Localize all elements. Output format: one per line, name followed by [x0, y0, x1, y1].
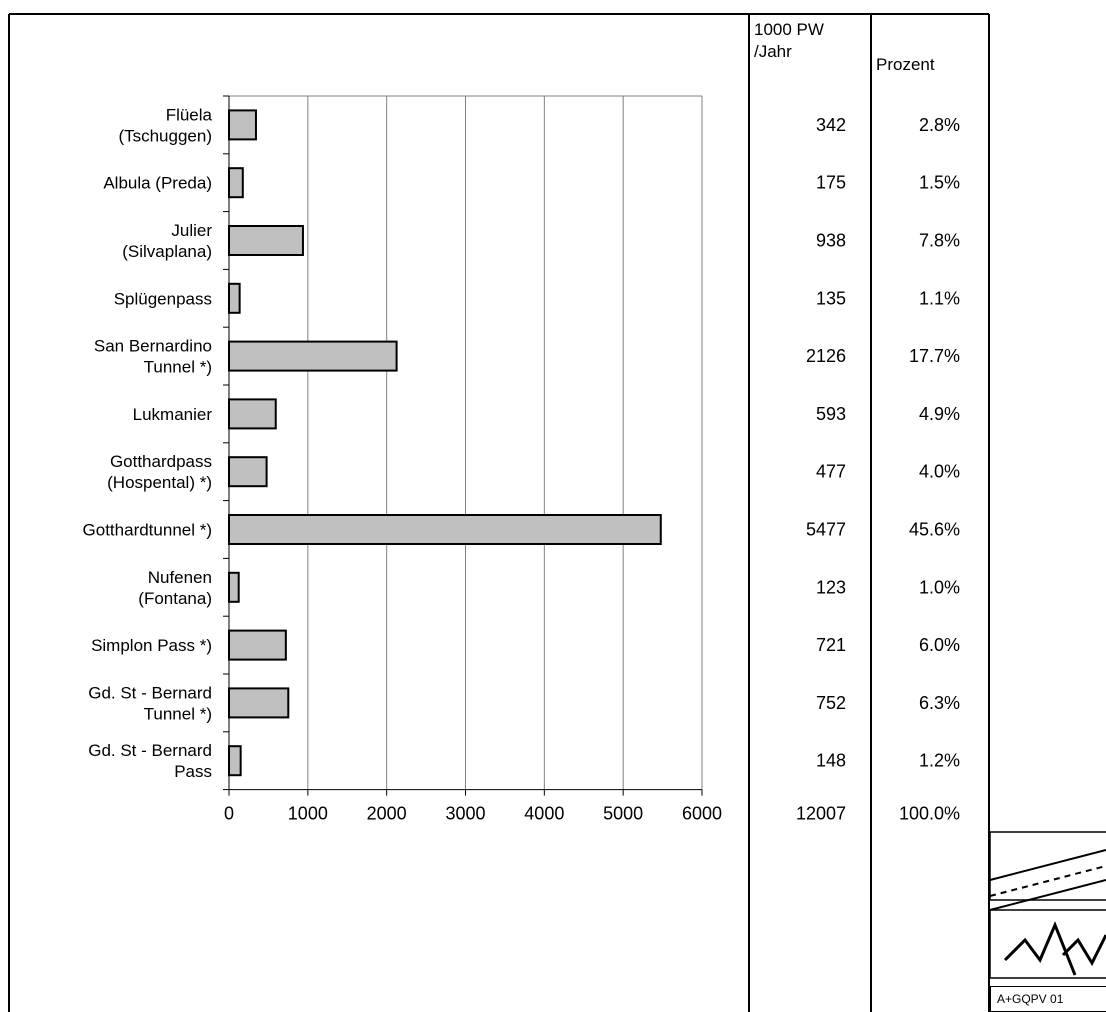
category-label: Julier	[171, 221, 212, 240]
pw-value: 148	[816, 751, 846, 771]
percent-value: 17.7%	[909, 346, 960, 366]
percent-value: 4.0%	[919, 462, 960, 482]
category-label: Pass	[174, 762, 212, 781]
bar	[228, 282, 241, 314]
mountain-icon	[989, 909, 1106, 979]
category-label: Lukmanier	[133, 405, 213, 424]
x-tick-label: 4000	[524, 804, 564, 824]
bar	[228, 629, 287, 661]
x-tick-labels: 0 1000 2000 3000 4000 5000 6000	[224, 804, 722, 824]
percent-value: 2.8%	[919, 115, 960, 135]
x-tick-label: 0	[224, 804, 234, 824]
percent-value: 1.1%	[919, 288, 960, 308]
percent-value: 4.9%	[919, 404, 960, 424]
category-labels: Flüela (Tschuggen) Albula (Preda) Julier (Si…	[83, 105, 213, 781]
pw-value: 721	[816, 635, 846, 655]
chart-frame	[8, 13, 990, 1012]
category-label: (Silvaplana)	[122, 242, 212, 261]
percent-value: 1.2%	[919, 751, 960, 771]
pw-value: 752	[816, 693, 846, 713]
x-tick-label: 2000	[367, 804, 407, 824]
bar	[228, 109, 257, 141]
pw-value: 477	[816, 462, 846, 482]
logo-label: A+GQPV 01	[990, 986, 1106, 1012]
x-tick-label: 1000	[288, 804, 328, 824]
category-label: Gotthardtunnel *)	[83, 521, 212, 540]
pw-value: 2126	[806, 346, 846, 366]
x-tick-label: 3000	[445, 804, 485, 824]
category-label: Tunnel *)	[144, 704, 212, 723]
bar	[228, 571, 240, 603]
road-lanes-icon	[989, 831, 1106, 911]
category-label: Gd. St - Bernard	[88, 741, 212, 760]
category-label: (Fontana)	[138, 589, 212, 608]
category-label: Simplon Pass *)	[91, 636, 212, 655]
percent-value: 6.3%	[919, 693, 960, 713]
category-label: Splügenpass	[114, 289, 212, 308]
category-label: Gd. St - Bernard	[88, 683, 212, 702]
category-label: Albula (Preda)	[103, 174, 212, 193]
category-label: Nufenen	[148, 568, 212, 587]
category-label: (Hospental) *)	[107, 473, 212, 492]
category-label: (Tschuggen)	[118, 126, 212, 145]
bar	[228, 745, 242, 777]
category-label: Gotthardpass	[110, 452, 212, 471]
pw-value: 593	[816, 404, 846, 424]
percent-value: 7.8%	[919, 231, 960, 251]
pw-column-header: /Jahr	[754, 42, 792, 61]
axes	[223, 95, 703, 796]
grid-lines	[229, 95, 703, 790]
bar-series	[228, 109, 662, 777]
category-label: Tunnel *)	[144, 358, 212, 377]
pw-value: 5477	[806, 520, 846, 540]
pw-total: 12007	[796, 804, 846, 824]
percent-total: 100.0%	[899, 804, 960, 824]
value-table: 342 2.8% 175 1.5% 938 7.8% 135 1.1% 2126 17.7% 593…	[754, 20, 960, 824]
pw-value: 123	[816, 577, 846, 597]
percent-value: 1.0%	[919, 577, 960, 597]
category-label: San Bernardino	[94, 337, 212, 356]
pw-value: 135	[816, 288, 846, 308]
pw-value: 938	[816, 231, 846, 251]
category-label: Flüela	[166, 105, 213, 124]
bar	[228, 687, 290, 719]
bar	[228, 456, 268, 488]
x-tick-label: 5000	[603, 804, 643, 824]
bar	[228, 167, 244, 199]
bar	[228, 398, 277, 430]
pw-value: 175	[816, 173, 846, 193]
pw-column-header: 1000 PW	[754, 20, 824, 39]
bar	[228, 225, 304, 256]
x-tick-label: 6000	[682, 804, 722, 824]
pw-value: 342	[816, 115, 846, 135]
bar	[228, 340, 398, 372]
percent-value: 6.0%	[919, 635, 960, 655]
percent-column-header: Prozent	[876, 55, 935, 74]
percent-value: 1.5%	[919, 173, 960, 193]
bar	[228, 514, 662, 545]
percent-value: 45.6%	[909, 520, 960, 540]
